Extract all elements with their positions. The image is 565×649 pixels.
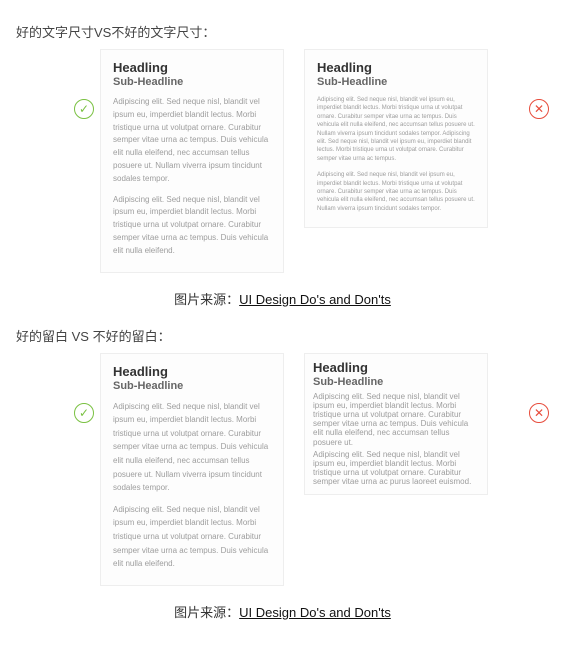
ok-icon: ✓ <box>74 99 94 119</box>
source-prefix: 图片来源： <box>174 292 239 307</box>
body-text: Adipiscing elit. Sed neque nisl, blandit… <box>113 96 271 258</box>
sub-headline: Sub-Headline <box>317 76 475 88</box>
bad-fontsize-card: Headling Sub-Headline Adipiscing elit. S… <box>304 49 488 228</box>
example-row-whitespace: ✓ Headling Sub-Headline Adipiscing elit.… <box>10 353 555 586</box>
example-row-fontsize: ✓ Headling Sub-Headline Adipiscing elit.… <box>10 49 555 273</box>
headline: Headling <box>317 60 475 75</box>
headline: Headling <box>313 360 479 375</box>
sub-headline: Sub-Headline <box>113 380 271 392</box>
sub-headline: Sub-Headline <box>113 76 271 88</box>
paragraph: Adipiscing elit. Sed neque nisl, blandit… <box>313 392 479 447</box>
ok-icon: ✓ <box>74 403 94 423</box>
good-whitespace-card: Headling Sub-Headline Adipiscing elit. S… <box>100 353 284 586</box>
headline: Headling <box>113 364 271 379</box>
body-text: Adipiscing elit. Sed neque nisl, blandit… <box>313 392 479 487</box>
body-text: Adipiscing elit. Sed neque nisl, blandit… <box>317 96 475 213</box>
source-link[interactable]: UI Design Do's and Don'ts <box>239 292 391 307</box>
section2-title: 好的留白 VS 不好的留白： <box>16 326 555 345</box>
no-icon: ✕ <box>529 99 549 119</box>
source-line: 图片来源：UI Design Do's and Don'ts <box>10 289 555 308</box>
source-line: 图片来源：UI Design Do's and Don'ts <box>10 602 555 621</box>
paragraph: Adipiscing elit. Sed neque nisl, blandit… <box>113 400 271 495</box>
paragraph: Adipiscing elit. Sed neque nisl, blandit… <box>313 450 479 487</box>
paragraph: Adipiscing elit. Sed neque nisl, blandit… <box>317 171 475 213</box>
good-fontsize-card: Headling Sub-Headline Adipiscing elit. S… <box>100 49 284 273</box>
paragraph: Adipiscing elit. Sed neque nisl, blandit… <box>113 194 271 258</box>
headline: Headling <box>113 60 271 75</box>
section1-title: 好的文字尺寸VS不好的文字尺寸： <box>16 22 555 41</box>
source-link[interactable]: UI Design Do's and Don'ts <box>239 605 391 620</box>
no-icon: ✕ <box>529 403 549 423</box>
source-prefix: 图片来源： <box>174 605 239 620</box>
sub-headline: Sub-Headline <box>313 376 479 388</box>
paragraph: Adipiscing elit. Sed neque nisl, blandit… <box>113 96 271 186</box>
bad-whitespace-card: Headling Sub-Headline Adipiscing elit. S… <box>304 353 488 496</box>
body-text: Adipiscing elit. Sed neque nisl, blandit… <box>113 400 271 571</box>
paragraph: Adipiscing elit. Sed neque nisl, blandit… <box>317 96 475 163</box>
